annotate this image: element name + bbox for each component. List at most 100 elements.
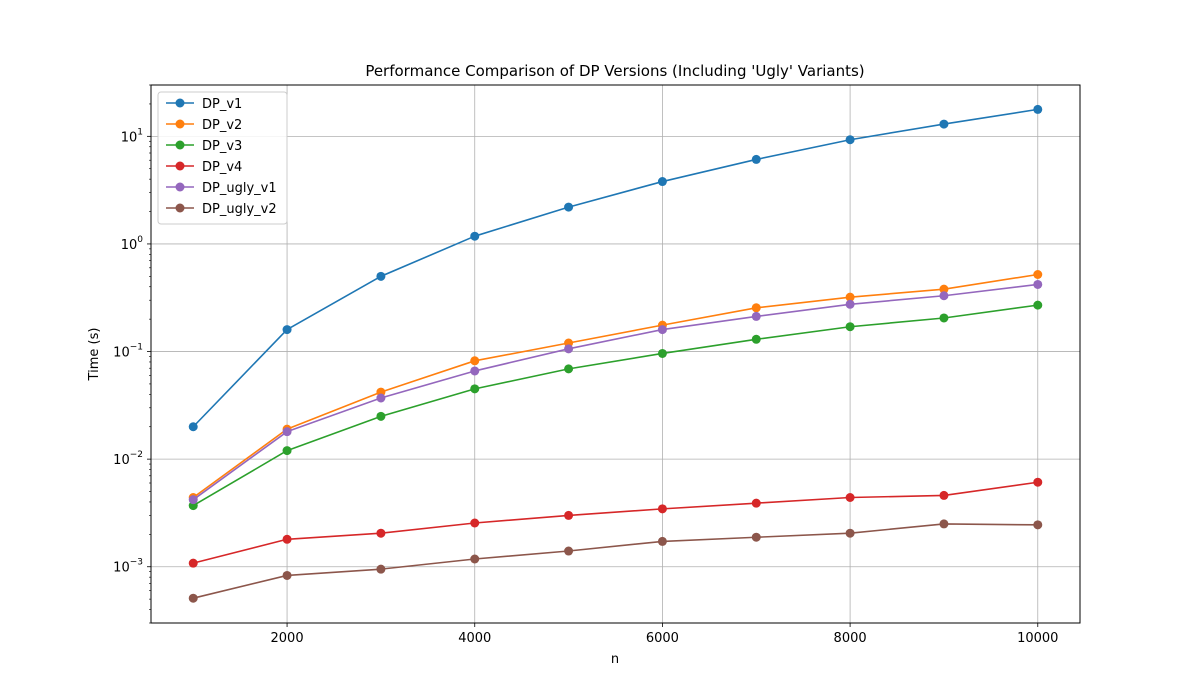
data-point [470,356,480,366]
data-point [470,231,480,241]
legend: DP_v1 DP_v2 DP_v3 DP_v4 DP_ugly_v1 DP_ugly_v2 [157,91,288,225]
data-point [564,510,574,520]
axis-ticks: 2000 4000 6000 8000 10000 10−3 10−2 10−1 100 101 [113,84,1058,646]
data-point [1033,104,1043,114]
y-tick-label: 10−2 [113,450,143,468]
data-point [657,536,667,546]
series-line [193,523,1038,599]
data-point [845,135,855,145]
data-point [939,490,949,500]
x-tick-label: 8000 [834,631,867,646]
data-point [1033,279,1043,289]
series-DP_v4 [188,477,1043,568]
x-axis-label: n [611,652,619,667]
axes-frame [150,84,1081,624]
data-point [1033,300,1043,310]
data-point [751,154,761,164]
legend-marker [175,98,185,108]
series-DP_v3 [188,300,1043,511]
data-point [470,366,480,376]
legend-box [157,91,288,225]
data-point [939,519,949,529]
x-tick-label: 2000 [271,631,304,646]
series-line [193,481,1038,564]
data-point [282,570,292,580]
data-point [188,495,198,505]
data-point [657,177,667,187]
data-point [564,364,574,374]
y-tick-label: 101 [121,127,143,145]
data-point [751,303,761,313]
data-point [751,334,761,344]
data-point [1033,520,1043,530]
data-point [282,427,292,437]
y-axis-label: Time (s) [87,328,102,382]
data-point [282,325,292,335]
data-point [564,202,574,212]
legend-label: DP_v4 [202,160,242,175]
data-point [188,558,198,568]
data-point [751,311,761,321]
data-point [564,344,574,354]
y-tick-label: 100 [121,235,144,253]
data-point [845,493,855,503]
x-tick-label: 6000 [646,631,679,646]
data-point [751,532,761,542]
data-point [845,299,855,309]
data-point [845,528,855,538]
data-point [188,422,198,432]
series-DP_v2 [188,269,1043,503]
data-point [939,313,949,323]
y-tick-label: 10−3 [113,558,143,576]
x-tick-label: 10000 [1017,631,1058,646]
data-point [845,322,855,332]
legend-label: DP_ugly_v2 [202,202,277,217]
data-point [282,446,292,456]
legend-label: DP_v2 [202,118,242,133]
chart-title: Performance Comparison of DP Versions (I… [365,62,864,80]
data-point [376,411,386,421]
legend-item: DP_v4 [166,160,242,175]
legend-marker [175,161,185,171]
data-point [1033,477,1043,487]
data-point [751,498,761,508]
grid [151,85,1080,623]
series-DP_ugly_v1 [188,279,1043,505]
legend-marker [175,119,185,129]
data-point [470,518,480,528]
series-line [192,273,1038,499]
series-DP_ugly_v2 [188,519,1043,603]
legend-item: DP_ugly_v1 [166,181,277,196]
data-point [845,292,855,302]
data-point [1033,269,1043,279]
series-line [192,283,1038,501]
series-DP_v1 [188,104,1043,432]
data-point [564,546,574,556]
legend-label: DP_v1 [202,97,242,112]
legend-item: DP_ugly_v2 [166,202,277,217]
data-point [282,534,292,544]
legend-item: DP_v3 [166,139,242,154]
data-point [376,564,386,574]
legend-label: DP_ugly_v1 [202,181,277,196]
data-point [188,593,198,603]
legend-item: DP_v1 [166,97,242,112]
data-point [376,393,386,403]
legend-marker [175,140,185,150]
data-point [939,119,949,129]
legend-marker [175,182,185,192]
x-tick-label: 4000 [458,631,491,646]
data-point [657,325,667,335]
series-line [192,304,1038,507]
data-point [657,348,667,358]
data-point [939,291,949,301]
legend-label: DP_v3 [202,139,242,154]
data-point [939,284,949,294]
y-tick-label: 10−1 [113,343,143,361]
data-point [657,504,667,514]
data-point [376,528,386,538]
series-line [192,108,1038,428]
data-point [470,384,480,394]
legend-item: DP_v2 [166,118,242,133]
